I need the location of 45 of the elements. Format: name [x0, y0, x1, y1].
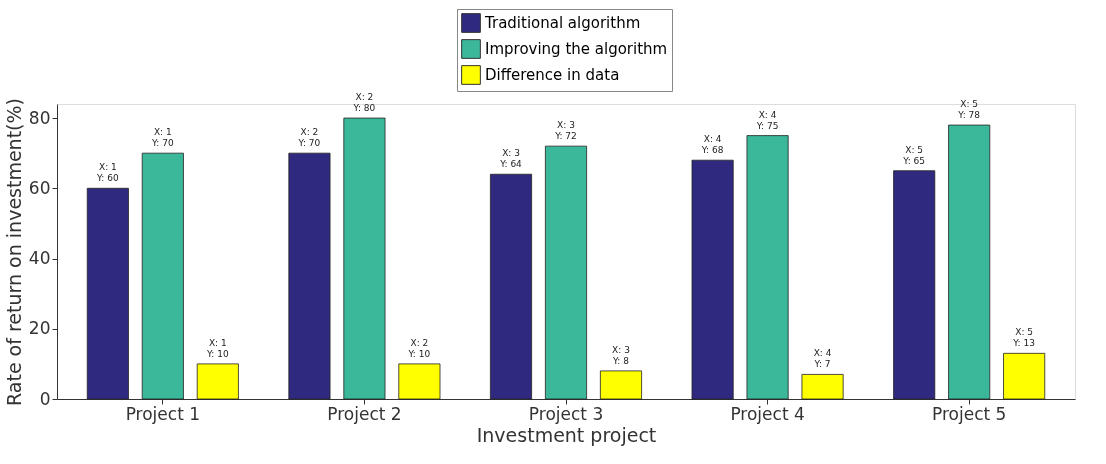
x-axis-title: Investment project: [476, 423, 657, 446]
x-tick-label: Project 5: [931, 403, 1007, 424]
data-label: X: 2 Y: 70: [297, 127, 321, 149]
data-label: X: 5 Y: 65: [902, 144, 926, 166]
bar: [398, 363, 441, 400]
y-tick-label: 80: [28, 107, 51, 128]
data-label: X: 4 Y: 68: [700, 134, 724, 156]
bar: [141, 152, 184, 400]
data-label: X: 1 Y: 10: [205, 337, 229, 359]
data-label: X: 2 Y: 80: [352, 92, 376, 114]
data-label: X: 3 Y: 8: [612, 344, 630, 366]
bar: [893, 170, 936, 400]
legend-label: Traditional algorithm: [484, 14, 641, 32]
bar: [801, 374, 844, 400]
data-label: X: 1 Y: 60: [96, 162, 119, 184]
data-label: X: 4 Y: 75: [755, 109, 779, 131]
data-label: X: 2 Y: 10: [407, 337, 431, 359]
bar: [490, 173, 533, 400]
bar: [288, 152, 331, 400]
data-label: X: 4 Y: 7: [813, 348, 832, 370]
bar: [86, 187, 129, 400]
data-label: X: 1 Y: 70: [151, 127, 174, 149]
bar: [196, 363, 239, 400]
bar: [544, 145, 588, 400]
data-label: X: 3 Y: 64: [499, 148, 523, 170]
y-tick-label: 0: [39, 388, 51, 409]
y-axis-title: Rate of return on investment(%): [2, 98, 25, 406]
x-tick-label: Project 4: [730, 403, 805, 424]
y-tick-label: 20: [28, 318, 51, 339]
bar: [599, 370, 642, 400]
data-label: X: 5 Y: 78: [957, 99, 981, 121]
bar: [948, 124, 991, 400]
x-tick-label: Project 2: [327, 403, 402, 424]
x-tick-label: Project 3: [528, 403, 604, 424]
x-tick-label: Project 1: [125, 403, 201, 424]
y-tick-label: 60: [28, 177, 51, 198]
bar: [746, 135, 789, 400]
data-label: X: 3 Y: 72: [554, 120, 577, 142]
bar: [1003, 352, 1046, 400]
bar: [343, 117, 386, 400]
legend-label: Difference in data: [485, 66, 620, 84]
legend-label: Improving the algorithm: [485, 40, 668, 58]
bar: [691, 159, 734, 400]
y-tick-label: 40: [28, 248, 51, 269]
data-label: X: 5 Y: 13: [1012, 327, 1035, 349]
